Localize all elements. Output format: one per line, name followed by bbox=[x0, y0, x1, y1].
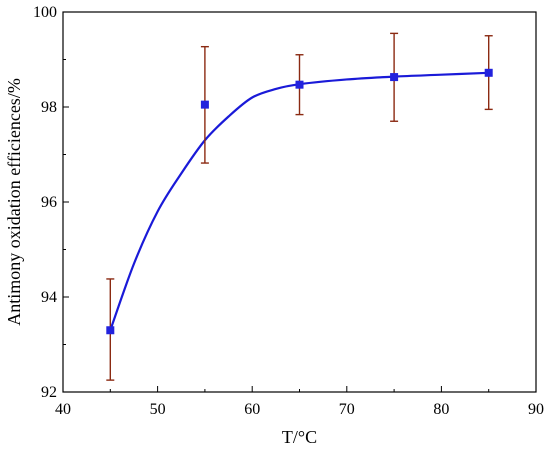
data-point bbox=[484, 68, 493, 77]
x-tick-label: 60 bbox=[244, 401, 260, 418]
x-axis-title: T/°C bbox=[282, 427, 317, 447]
data-point bbox=[295, 80, 304, 89]
data-point bbox=[390, 73, 399, 82]
y-tick-label: 96 bbox=[41, 194, 57, 211]
x-axis-ticks: 40 50 60 70 80 90 bbox=[55, 386, 544, 418]
data-point bbox=[200, 100, 209, 109]
y-tick-label: 98 bbox=[41, 99, 57, 116]
y-tick-label: 92 bbox=[41, 384, 57, 401]
y-tick-label: 100 bbox=[33, 4, 57, 21]
x-tick-label: 90 bbox=[528, 401, 544, 418]
data-points-layer bbox=[106, 68, 493, 335]
x-tick-label: 50 bbox=[150, 401, 166, 418]
y-tick-label: 94 bbox=[41, 289, 57, 306]
data-point bbox=[106, 326, 115, 335]
y-axis-title: Antimony oxidation efficiences/% bbox=[4, 78, 24, 326]
x-tick-label: 40 bbox=[55, 401, 71, 418]
x-tick-label: 70 bbox=[339, 401, 355, 418]
x-tick-label: 80 bbox=[433, 401, 449, 418]
y-axis-ticks: 92 94 96 98 100 bbox=[33, 4, 69, 401]
